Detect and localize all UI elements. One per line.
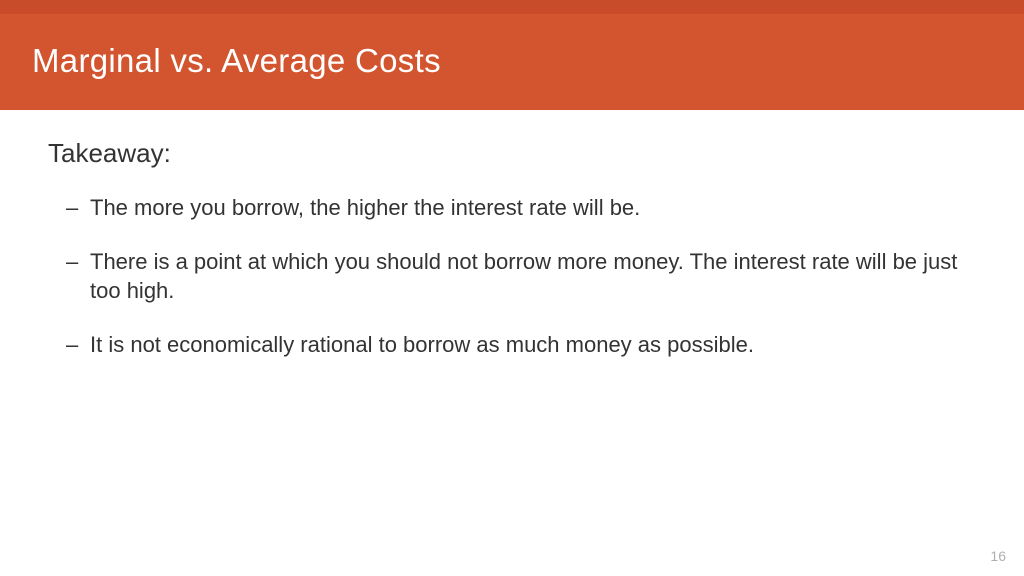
list-item: There is a point at which you should not… (66, 247, 976, 306)
page-number: 16 (990, 548, 1006, 564)
subheading: Takeaway: (48, 138, 976, 169)
slide-title: Marginal vs. Average Costs (32, 42, 992, 80)
top-stripe (0, 0, 1024, 14)
bullet-list: The more you borrow, the higher the inte… (48, 193, 976, 360)
list-item: The more you borrow, the higher the inte… (66, 193, 976, 223)
list-item: It is not economically rational to borro… (66, 330, 976, 360)
header-bar: Marginal vs. Average Costs (0, 14, 1024, 110)
content-area: Takeaway: The more you borrow, the highe… (0, 110, 1024, 360)
